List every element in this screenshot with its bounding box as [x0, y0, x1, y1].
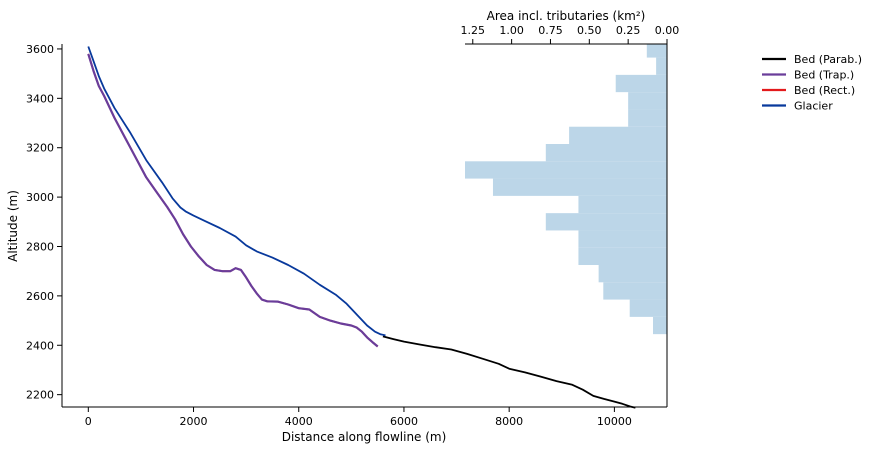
histogram-tick-label: 0.50 — [577, 24, 602, 37]
histogram-bar — [578, 230, 667, 248]
histogram-bar — [628, 92, 667, 110]
x-tick-label: 6000 — [390, 415, 418, 428]
histogram-bars — [465, 44, 667, 335]
histogram-bar — [569, 126, 667, 145]
histogram-bar — [578, 247, 667, 266]
y-axis-ticks: 2200 2400 2600 2800 3000 3200 3400 3600 — [26, 43, 62, 402]
legend-label: Bed (Parab.) — [794, 53, 862, 66]
series-line-glacier — [87, 46, 386, 337]
legend-label: Bed (Trap.) — [794, 69, 854, 82]
histogram-tick-label: 1.00 — [499, 24, 524, 37]
histogram-bar — [465, 161, 667, 179]
histogram-bar — [545, 144, 667, 162]
histogram-bar — [492, 178, 667, 196]
legend-label: Bed (Rect.) — [794, 84, 855, 97]
histogram-axis-ticks: 1.25 1.00 0.75 0.50 0.25 0.00 — [461, 24, 680, 44]
histogram-axis-label: Area incl. tributaries (km²) — [487, 9, 646, 23]
series-line-bed-parab — [382, 335, 636, 409]
y-tick-label: 3200 — [26, 142, 54, 155]
x-tick-label: 0 — [85, 415, 92, 428]
y-tick-label: 2200 — [26, 389, 54, 402]
histogram-bar — [598, 265, 667, 283]
series-line-bed-rect — [87, 53, 379, 348]
x-tick-label: 8000 — [495, 415, 523, 428]
y-tick-label: 2800 — [26, 240, 54, 253]
x-axis-label: Distance along flowline (m) — [282, 430, 447, 444]
y-tick-label: 3400 — [26, 92, 54, 105]
legend: Bed (Parab.) Bed (Trap.) Bed (Rect.) Glacie… — [762, 53, 862, 113]
y-tick-label: 2600 — [26, 290, 54, 303]
y-tick-label: 2400 — [26, 339, 54, 352]
y-tick-label: 3600 — [26, 43, 54, 56]
histogram-bar — [578, 195, 667, 214]
x-tick-label: 2000 — [180, 415, 208, 428]
histogram-bar — [653, 316, 667, 335]
y-tick-label: 3000 — [26, 191, 54, 204]
histogram-bar — [646, 44, 667, 58]
histogram-tick-label: 0.75 — [538, 24, 563, 37]
x-axis-ticks: 0 2000 4000 6000 8000 10000 — [85, 407, 632, 428]
histogram-bar — [603, 282, 667, 300]
x-tick-label: 4000 — [285, 415, 313, 428]
x-tick-label: 10000 — [597, 415, 632, 428]
legend-label: Glacier — [794, 100, 833, 113]
histogram-bar — [629, 299, 667, 317]
histogram-bar — [545, 213, 667, 231]
series-line-bed-trap — [87, 53, 379, 348]
y-axis-label: Altitude (m) — [6, 190, 20, 262]
histogram-bar — [656, 57, 667, 75]
histogram-bar — [628, 109, 667, 127]
histogram-tick-label: 0.25 — [616, 24, 641, 37]
histogram-bar — [615, 74, 667, 93]
histogram-tick-label: 0.00 — [655, 24, 680, 37]
series-lines — [87, 46, 636, 409]
histogram-tick-label: 1.25 — [461, 24, 486, 37]
